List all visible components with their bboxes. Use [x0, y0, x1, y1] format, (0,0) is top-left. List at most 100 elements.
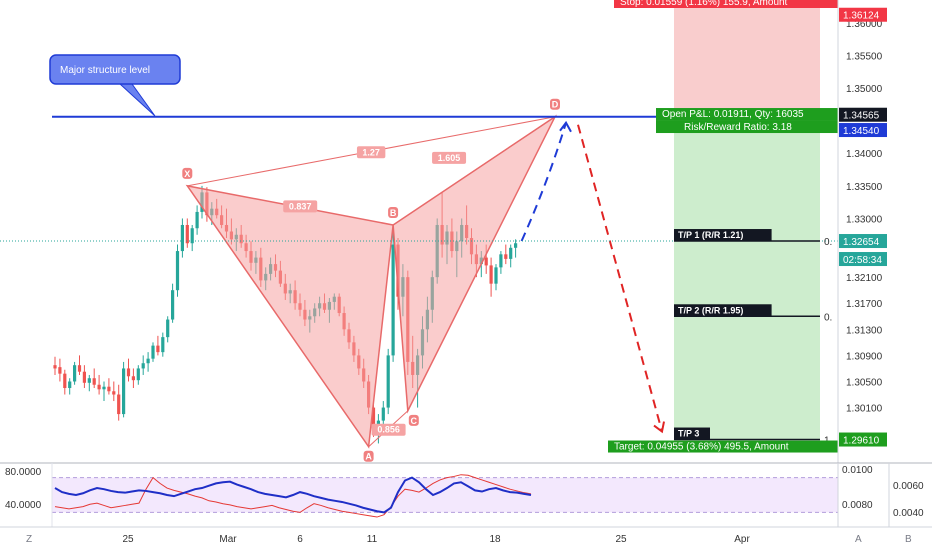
- candle-body: [489, 265, 493, 284]
- candle-body: [386, 355, 390, 408]
- auto-scale-button[interactable]: A: [855, 534, 862, 545]
- candle-body: [107, 386, 111, 392]
- time-tick-label: 18: [489, 534, 501, 545]
- candle-body: [175, 251, 180, 291]
- price-tag: [839, 234, 887, 249]
- projection-down-line: [577, 124, 663, 432]
- pnl-label: [656, 108, 838, 121]
- risk-reward-label-text: Risk/Reward Ratio: 3.18: [684, 122, 792, 133]
- take-profit-side-label: 0.: [824, 312, 832, 323]
- time-tick-label: 25: [122, 534, 134, 545]
- price-axis-tags: 1.36124 1.34565 1.34540 1.32654 02:58:34 1.29…: [839, 7, 887, 447]
- structure-callout[interactable]: Major structure level: [49, 54, 181, 117]
- candle-body: [484, 257, 488, 266]
- pattern-point-badge: [408, 414, 419, 426]
- candle-body: [180, 224, 184, 252]
- take-profit-badge: [674, 427, 710, 440]
- pattern-point-label: C: [411, 416, 418, 426]
- time-tick-label: 11: [367, 534, 378, 545]
- candle-body: [53, 365, 57, 369]
- candle-body: [126, 368, 131, 377]
- stop-zone[interactable]: [674, 4, 820, 119]
- candle-body: [161, 337, 165, 353]
- candle-body: [87, 378, 91, 383]
- pattern-point-label: B: [390, 208, 397, 218]
- candle-body: [117, 394, 121, 415]
- candle-body: [77, 365, 82, 372]
- candle-body: [371, 407, 376, 431]
- candle-body: [122, 368, 126, 415]
- time-tick-label: Mar: [219, 534, 237, 545]
- candle-body: [171, 290, 175, 320]
- price-tag-label: 1.36124: [843, 11, 880, 22]
- pattern-point-badge: [182, 167, 193, 179]
- candle-body: [499, 254, 503, 268]
- candle-body: [494, 267, 498, 284]
- candle-body: [156, 345, 160, 353]
- stop-label-text: Stop: 0.01559 (1.16%) 155.9, Amount: [620, 0, 788, 8]
- price-tag: [839, 252, 887, 267]
- scale-toggle-button[interactable]: B: [905, 534, 912, 545]
- time-tick-label: 6: [297, 534, 303, 545]
- price-tick-label: 1.32100: [846, 273, 883, 284]
- candle-body: [63, 373, 67, 389]
- indicator-right-tick: 0.0060: [893, 481, 924, 492]
- candle-body: [112, 391, 116, 395]
- target-zone[interactable]: [674, 118, 820, 440]
- stop-label: [614, 0, 838, 8]
- price-tick-label: 1.30900: [846, 351, 883, 362]
- price-tick-label: 1.34000: [846, 149, 883, 160]
- indicator-inner-tick: 0.0080: [842, 500, 873, 511]
- risk-reward-label: [656, 120, 838, 134]
- pattern-bd-line: [392, 116, 556, 226]
- candle-body: [136, 368, 140, 381]
- candle-body: [131, 376, 135, 381]
- indicator-blue-series: [54, 476, 532, 514]
- candle-body: [166, 319, 170, 338]
- pattern-ratio-badge: [371, 423, 406, 436]
- projection-down-arrowhead: [653, 421, 665, 434]
- candle-body: [151, 345, 155, 359]
- structure-level-label: Major structure level: [60, 65, 150, 76]
- candle-body: [195, 211, 199, 229]
- price-axis-ticks: 1.36000 1.35500 1.35000 1.34000 1.33500 1.330…: [846, 19, 883, 415]
- candle-body: [381, 407, 385, 421]
- candle-body: [146, 358, 150, 364]
- price-tag-label: 1.29610: [843, 436, 880, 447]
- pattern-ratio-badge: [432, 151, 467, 164]
- projection-up-line: [520, 122, 567, 242]
- target-label: [608, 440, 838, 453]
- price-axis[interactable]: [837, 0, 932, 463]
- price-tick-label: 1.36000: [846, 19, 883, 30]
- take-profit-label: T/P 2 (R/R 1.95): [678, 305, 743, 315]
- price-tag: [839, 107, 887, 122]
- take-profit-side-label: 0.: [824, 237, 832, 248]
- candle-body: [92, 378, 96, 385]
- indicator-left-tick: 80.0000: [5, 467, 42, 478]
- price-tag: [839, 7, 887, 22]
- chart-corner-buttons[interactable]: Z A B: [26, 534, 912, 545]
- price-tick-label: 1.33500: [846, 182, 883, 193]
- price-tag-label: 1.34565: [843, 111, 880, 122]
- harmonic-pattern[interactable]: X A B C D 1.27 0.837 0.856 1.605: [182, 98, 560, 462]
- take-profit-label: T/P 1 (R/R 1.21): [678, 230, 743, 240]
- pnl-label-text: Open P&L: 0.01911, Qty: 16035: [662, 109, 804, 120]
- position-labels[interactable]: Stop: 0.01559 (1.16%) 155.9, Amount Open…: [608, 0, 838, 453]
- indicator-pane[interactable]: 80.0000 40.0000 0.0100 0.0080 0.0060 0.0…: [0, 462, 932, 527]
- timezone-icon[interactable]: Z: [26, 534, 32, 545]
- time-axis-ticks: 25 Mar 6 11 18 25 Apr: [122, 534, 750, 545]
- candle-body: [58, 367, 62, 374]
- indicator-inner-tick: 0.0100: [842, 465, 873, 476]
- price-tick-label: 1.31700: [846, 299, 883, 310]
- indicator-right-tick: 0.0040: [893, 508, 924, 519]
- candle-body: [185, 224, 189, 244]
- time-tick-label: 25: [615, 534, 627, 545]
- pattern-point-label: A: [365, 452, 372, 462]
- target-label-text: Target: 0.04955 (3.68%) 495.5, Amount: [614, 442, 789, 453]
- pattern-ratio-label: 0.856: [377, 425, 400, 435]
- candle-body: [504, 254, 508, 259]
- candle-body: [82, 371, 86, 383]
- pattern-point-label: D: [552, 100, 559, 110]
- price-tick-label: 1.33000: [846, 214, 883, 225]
